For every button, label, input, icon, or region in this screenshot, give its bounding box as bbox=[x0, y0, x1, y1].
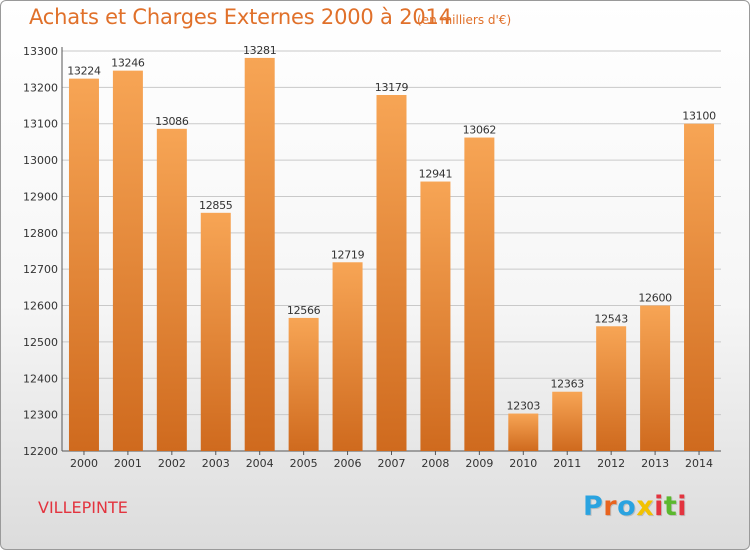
x-tick-label: 2007 bbox=[378, 457, 406, 470]
y-tick-label: 12700 bbox=[23, 263, 58, 276]
x-tick-label: 2002 bbox=[158, 457, 186, 470]
bar-2006 bbox=[332, 262, 363, 451]
y-tick-label: 12800 bbox=[23, 227, 58, 240]
x-tick-label: 2011 bbox=[553, 457, 581, 470]
y-tick-label: 13000 bbox=[23, 154, 58, 167]
data-label: 12941 bbox=[419, 168, 453, 181]
data-label: 13246 bbox=[111, 57, 145, 70]
bar-2011 bbox=[552, 391, 583, 451]
y-tick-label: 12600 bbox=[23, 300, 58, 313]
bar-2000 bbox=[68, 78, 99, 452]
x-tick-label: 2003 bbox=[202, 457, 230, 470]
data-label: 13100 bbox=[682, 110, 716, 123]
bar-2004 bbox=[244, 57, 275, 452]
bar-2003 bbox=[200, 212, 231, 451]
x-tick-label: 2001 bbox=[114, 457, 142, 470]
y-tick-label: 13300 bbox=[23, 45, 58, 58]
bar-2008 bbox=[420, 181, 451, 451]
bar-2014 bbox=[684, 123, 715, 452]
x-tick-label: 2008 bbox=[421, 457, 449, 470]
logo-letter: x bbox=[636, 491, 655, 522]
chart-subtitle: (en milliers d'€) bbox=[417, 13, 512, 27]
data-label: 12600 bbox=[638, 292, 672, 305]
data-labels: 13224 13246 13086 12855 13281 12566 12719 13179… bbox=[67, 44, 716, 413]
proxiti-logo: Proxiti bbox=[583, 491, 687, 522]
data-label: 12855 bbox=[199, 199, 233, 212]
x-tick-label: 2013 bbox=[641, 457, 669, 470]
data-label: 12363 bbox=[550, 378, 584, 391]
y-tick-label: 12500 bbox=[23, 336, 58, 349]
bar-2002 bbox=[156, 128, 187, 451]
data-label: 13281 bbox=[243, 44, 277, 57]
bar-2010 bbox=[508, 413, 539, 451]
logo-letter: r bbox=[603, 491, 618, 522]
y-tick-label: 12900 bbox=[23, 190, 58, 203]
x-tick-label: 2014 bbox=[685, 457, 713, 470]
x-tick-label: 2010 bbox=[509, 457, 537, 470]
y-tick-label: 12400 bbox=[23, 372, 58, 385]
data-label: 12719 bbox=[331, 248, 365, 261]
logo-letter: P bbox=[583, 491, 604, 522]
bar-2013 bbox=[640, 305, 671, 451]
bar-2009 bbox=[464, 137, 495, 451]
x-tick-label: 2000 bbox=[70, 457, 98, 470]
y-tick-label: 12200 bbox=[23, 445, 58, 458]
chart-title: Achats et Charges Externes 2000 à 2014 bbox=[29, 5, 452, 29]
x-tick-label: 2006 bbox=[334, 457, 362, 470]
bar-2001 bbox=[112, 70, 143, 452]
data-label: 13224 bbox=[67, 65, 101, 78]
x-tick-label: 2012 bbox=[597, 457, 625, 470]
data-label: 12543 bbox=[594, 312, 628, 325]
data-label: 13179 bbox=[375, 81, 409, 94]
x-tick-label: 2009 bbox=[465, 457, 493, 470]
y-tick-label: 12300 bbox=[23, 409, 58, 422]
data-label: 12303 bbox=[507, 400, 541, 413]
bar-2012 bbox=[596, 326, 627, 451]
y-tick-label: 13100 bbox=[23, 118, 58, 131]
logo-letter: i bbox=[677, 491, 688, 522]
y-tick-label: 13200 bbox=[23, 81, 58, 94]
x-tick-label: 2004 bbox=[246, 457, 274, 470]
logo-letter: o bbox=[617, 491, 637, 522]
bar-2005 bbox=[288, 317, 319, 451]
place-label: VILLEPINTE bbox=[38, 498, 128, 517]
data-label: 13086 bbox=[155, 115, 189, 128]
logo-letter: i bbox=[654, 491, 664, 522]
x-tick-label: 2005 bbox=[290, 457, 318, 470]
bars bbox=[68, 57, 715, 452]
data-label: 12566 bbox=[287, 304, 321, 317]
logo-letter: t bbox=[663, 491, 678, 522]
bar-2007 bbox=[376, 95, 407, 451]
data-label: 13062 bbox=[463, 124, 497, 137]
